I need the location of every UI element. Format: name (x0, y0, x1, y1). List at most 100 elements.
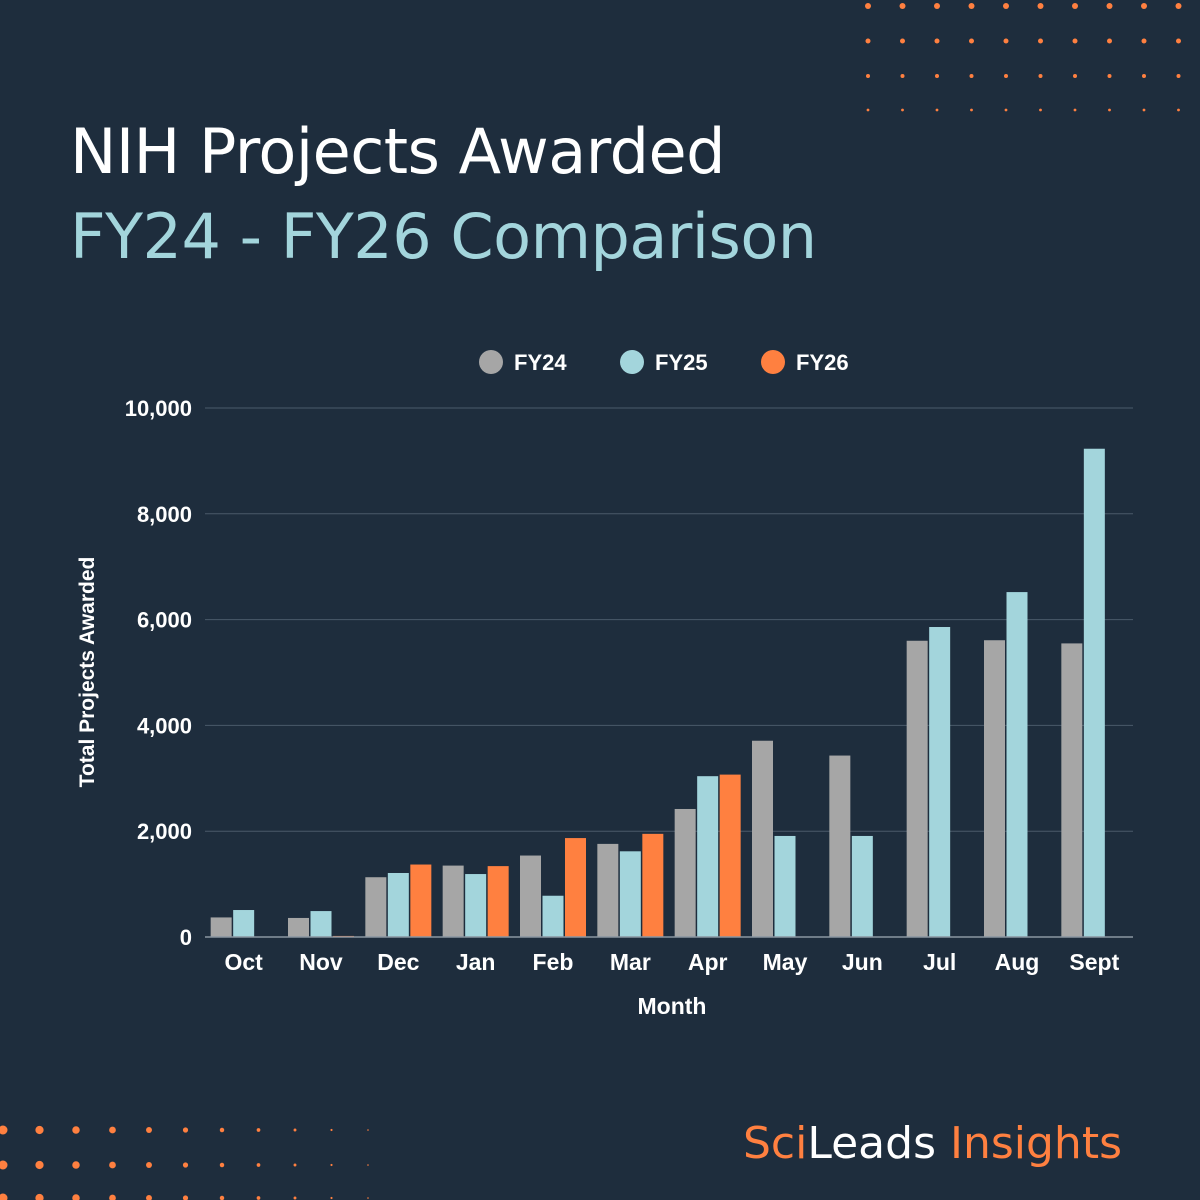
bar-fy26-apr (719, 774, 741, 937)
decor-dot (1107, 38, 1112, 44)
decor-dot (330, 1163, 333, 1167)
decor-dot (0, 1125, 8, 1135)
bar-fy24-aug (984, 640, 1005, 937)
decor-dot (1175, 3, 1182, 9)
bar-fy26-mar (642, 833, 664, 937)
brand-part-leads: Leads (807, 1118, 936, 1169)
decor-dot (900, 74, 905, 78)
decor-dot (1176, 38, 1181, 44)
decor-dot (1003, 38, 1009, 44)
decor-dot (1107, 74, 1112, 78)
decor-dot (293, 1196, 297, 1200)
y-tick-label: 10,000 (125, 396, 192, 421)
bar-fy25-mar (619, 851, 641, 937)
x-axis-label: Month (638, 993, 707, 1019)
decor-dot (330, 1128, 333, 1132)
decor-dot (109, 1126, 116, 1134)
bar-fy25-may (774, 835, 796, 937)
decor-dot (367, 1164, 369, 1166)
decor-dot (146, 1127, 152, 1133)
decor-dot (934, 38, 940, 44)
decor-dot (72, 1126, 80, 1134)
decor-dot (35, 1193, 44, 1200)
bar-fy24-jun (829, 755, 851, 937)
y-tick-label: 0 (180, 925, 192, 950)
decor-dot (293, 1128, 297, 1132)
decor-dot (367, 1129, 369, 1131)
legend-label-fy26: FY26 (796, 350, 849, 375)
bar-fy25-jan (465, 874, 487, 937)
decor-dot (934, 3, 940, 9)
x-tick-label: Mar (610, 949, 651, 975)
y-axis-label: Total Projects Awarded (76, 557, 99, 788)
decor-dot (866, 108, 870, 112)
decor-dot (899, 3, 906, 9)
bar-fy26-jan (487, 866, 509, 937)
decor-dot (1038, 38, 1043, 44)
legend-label-fy25: FY25 (655, 350, 708, 375)
x-tick-label: May (763, 949, 808, 975)
legend-marker-fy26 (761, 350, 785, 374)
y-tick-label: 4,000 (137, 713, 192, 738)
x-tick-label: Feb (533, 949, 574, 975)
decor-dot (330, 1196, 333, 1200)
decor-dot (0, 1160, 8, 1170)
x-tick-label: Jan (456, 949, 496, 975)
decor-dot (293, 1163, 297, 1167)
bar-fy24-dec (365, 877, 387, 937)
bar-fy24-jul (906, 640, 928, 937)
decor-dot (1073, 108, 1077, 112)
decor-dot (968, 3, 975, 9)
decor-dot (256, 1196, 261, 1200)
decor-dot (1176, 74, 1181, 78)
decor-dot (109, 1194, 116, 1200)
x-tick-label: Apr (688, 949, 728, 975)
decor-dot (1039, 108, 1042, 112)
y-tick-label: 6,000 (137, 608, 192, 633)
decor-dot (72, 1194, 80, 1200)
bar-fy24-sept (1061, 643, 1083, 937)
chart-title: NIH Projects Awarded (70, 115, 726, 188)
legend-marker-fy25 (620, 350, 644, 374)
decor-dot (900, 38, 905, 44)
legend-marker-fy24 (479, 350, 503, 374)
bar-fy24-jan (442, 865, 464, 937)
decor-dot (219, 1127, 225, 1133)
decor-dot (35, 1125, 44, 1135)
bar-fy24-may (752, 740, 773, 937)
decor-dot (865, 3, 871, 9)
bar-fy26-feb (565, 838, 586, 937)
bar-fy25-oct (233, 910, 255, 937)
bar-fy25-dec (387, 872, 409, 937)
decor-dot (256, 1128, 261, 1132)
chart-subtitle: FY24 - FY26 Comparison (70, 200, 817, 273)
decor-dot (969, 38, 974, 44)
decor-dot (182, 1195, 189, 1200)
decor-dot (1004, 108, 1008, 112)
bar-fy25-apr (697, 776, 719, 937)
decor-dot (182, 1127, 189, 1133)
bar-fy24-nov (288, 917, 309, 937)
decor-dot (1073, 74, 1077, 78)
brand-logo: SciLeads Insights (743, 1118, 1122, 1169)
bar-fy24-feb (520, 855, 541, 937)
x-tick-label: Oct (224, 949, 263, 975)
decor-dot (1142, 74, 1146, 78)
x-tick-label: Sept (1069, 949, 1119, 975)
gridlines (205, 407, 1133, 832)
decor-dot (109, 1161, 116, 1169)
decor-dot (0, 1193, 8, 1200)
decor-dot (935, 74, 939, 78)
bar-fy24-apr (674, 808, 696, 937)
decor-dot (146, 1195, 152, 1200)
x-tick-label: Aug (995, 949, 1040, 975)
y-tick-label: 2,000 (137, 819, 192, 844)
decor-dot (1106, 3, 1113, 9)
decor-dot (219, 1195, 225, 1200)
decor-dot (1038, 74, 1043, 78)
decor-dot (1142, 108, 1146, 112)
decor-dot (1003, 3, 1009, 9)
bar-fy25-feb (542, 895, 564, 937)
x-tick-label: Nov (299, 949, 343, 975)
